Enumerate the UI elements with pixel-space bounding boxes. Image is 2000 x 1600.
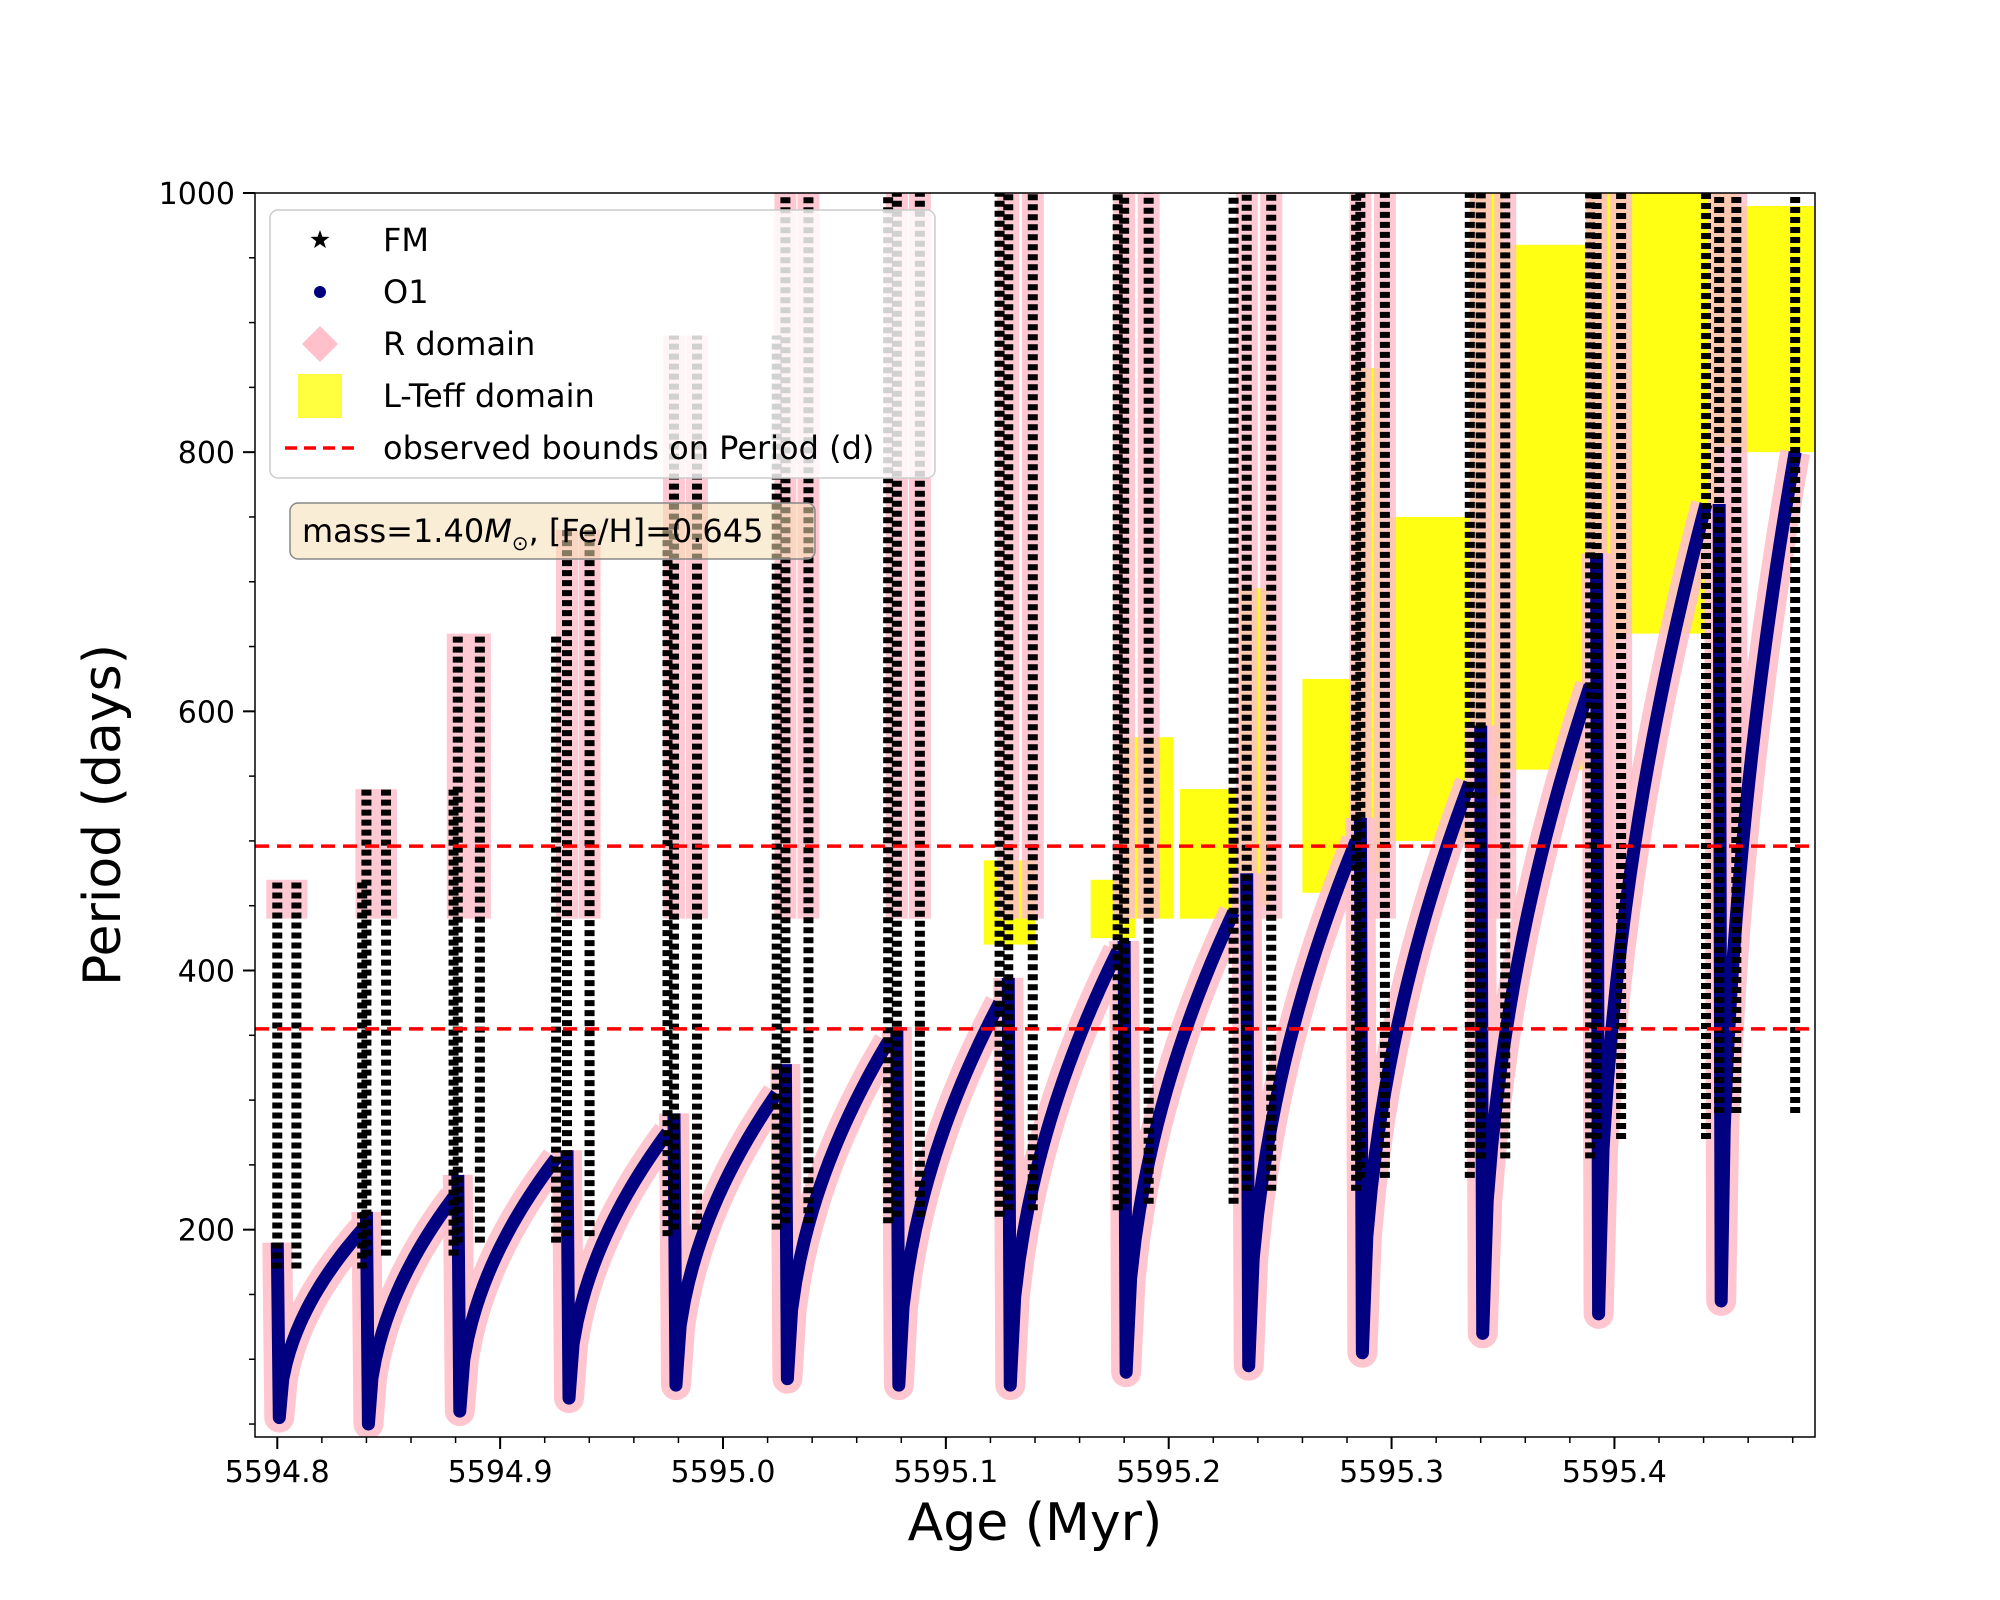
y-tick-label-2: 600: [178, 695, 235, 730]
o1-pulse-5: [778, 1038, 894, 1386]
o1-series-layer: [270, 451, 1802, 1431]
legend-label-3: L-Teff domain: [383, 377, 595, 415]
x-tick-label-5: 5595.3: [1339, 1455, 1444, 1490]
o1-pulse-3: [560, 1128, 673, 1405]
plot-area: [255, 193, 1815, 1437]
lteff-block-9: [1503, 244, 1597, 770]
x-tick-label-0: 5594.8: [225, 1455, 330, 1490]
axes: 5594.8 5594.9 5595.0 5595.1 5595.2 5595.3 5595…: [159, 177, 1794, 1490]
o1-pulse-1: [359, 1193, 459, 1431]
legend-box: [269, 209, 936, 479]
r-domain-fm-8: [1113, 193, 1160, 919]
o1-pulse-2: [451, 1154, 562, 1418]
fm-pulse-8: [1119, 193, 1239, 1204]
lteff-block-13: [1737, 205, 1815, 453]
legend-marker-lteff: [298, 374, 342, 418]
fm-pulse-9: [1241, 193, 1362, 1191]
o1-pulse-4: [667, 1089, 783, 1392]
legend-label-4: observed bounds on Period (d): [383, 429, 874, 467]
legend: FM O1 R domain L-Teff domain observed bounds…: [269, 209, 936, 479]
o1-pulse-0: [270, 1225, 368, 1425]
o1-pulse-7: [1001, 948, 1124, 1392]
fm-pulse-3: [562, 529, 673, 1237]
o1-pulse-8: [1117, 909, 1240, 1379]
legend-marker-r-domain: [302, 326, 338, 362]
x-tick-label-4: 5595.2: [1116, 1455, 1221, 1490]
o1-pulse-12: [1590, 502, 1713, 1321]
o1-pulse-11: [1474, 683, 1597, 1340]
observed-bounds-layer: [255, 844, 1815, 1031]
y-tick-label-0: 200: [178, 1214, 235, 1249]
y-tick-label-3: 800: [178, 436, 235, 471]
annotation-text: mass=1.40M⊙, [Fe/H]=0.645: [302, 512, 763, 555]
o1-pulse-9: [1240, 838, 1363, 1373]
annotation-box: [289, 502, 816, 560]
fm-pulse-11: [1475, 193, 1596, 1159]
o1-pulse-10: [1353, 780, 1476, 1360]
fm-pulse-2: [452, 633, 562, 1243]
o1-pulse-13: [1712, 451, 1802, 1308]
x-axis-title: Age (Myr): [908, 1493, 1163, 1553]
y-axis-title: Period (days): [73, 644, 133, 986]
x-tick-label-6: 5595.4: [1562, 1455, 1667, 1490]
fm-series-layer: [272, 193, 1801, 1269]
y-tick-label-4: 1000: [159, 177, 235, 212]
x-tick-label-2: 5595.0: [671, 1455, 776, 1490]
legend-label-0: FM: [383, 221, 429, 259]
fm-pulse-13: [1714, 193, 1801, 1114]
x-tick-label-1: 5594.9: [448, 1455, 553, 1490]
fm-pulse-5: [780, 193, 894, 1224]
x-tick-label-3: 5595.1: [893, 1455, 998, 1490]
fm-pulse-12: [1591, 193, 1712, 1139]
mass-annotation: mass=1.40M⊙, [Fe/H]=0.645: [289, 502, 816, 560]
fm-pulse-4: [668, 335, 782, 1230]
legend-label-1: O1: [383, 273, 429, 311]
legend-label-2: R domain: [383, 325, 535, 363]
legend-marker-fm: [310, 230, 330, 249]
legend-marker-o1: [314, 286, 326, 298]
y-tick-label-1: 400: [178, 955, 235, 990]
o1-pulse-6: [890, 999, 1006, 1392]
fm-pulse-10: [1355, 193, 1475, 1178]
